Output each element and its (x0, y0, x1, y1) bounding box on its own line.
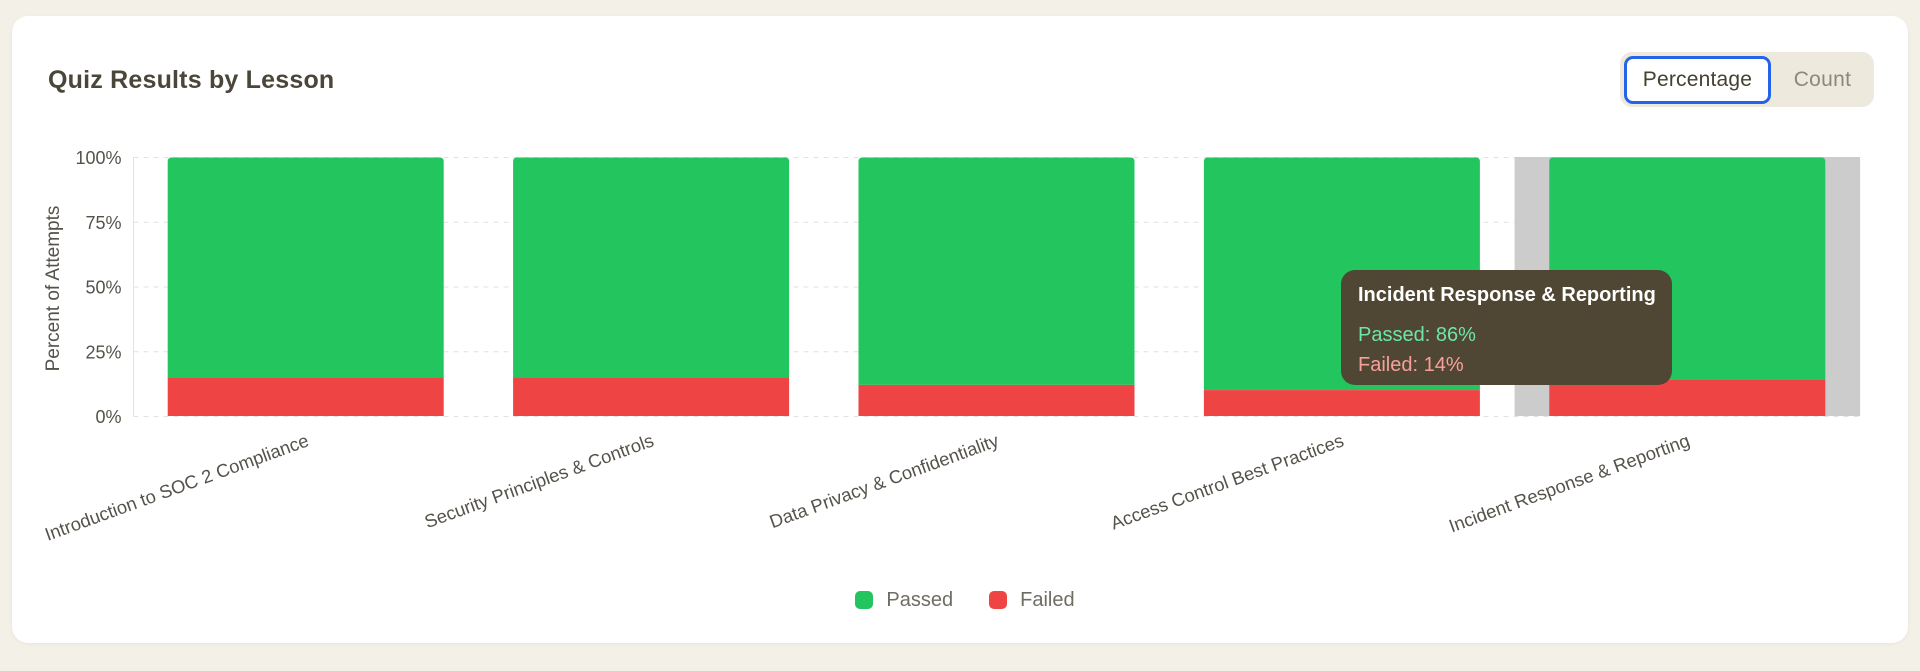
svg-text:Incident Response & Reporting: Incident Response & Reporting (1446, 430, 1692, 537)
svg-text:0%: 0% (95, 407, 121, 427)
svg-text:25%: 25% (85, 342, 121, 362)
svg-text:75%: 75% (85, 213, 121, 233)
svg-text:100%: 100% (75, 148, 121, 168)
svg-text:Data Privacy & Confidentiality: Data Privacy & Confidentiality (767, 429, 1003, 532)
svg-text:Security Principles & Controls: Security Principles & Controls (422, 430, 657, 533)
svg-text:50%: 50% (85, 278, 121, 298)
svg-text:Introduction to SOC 2 Complian: Introduction to SOC 2 Compliance (42, 430, 311, 545)
svg-text:Access Control Best Practices: Access Control Best Practices (1108, 430, 1347, 534)
svg-text:Percent of Attempts: Percent of Attempts (43, 206, 64, 372)
